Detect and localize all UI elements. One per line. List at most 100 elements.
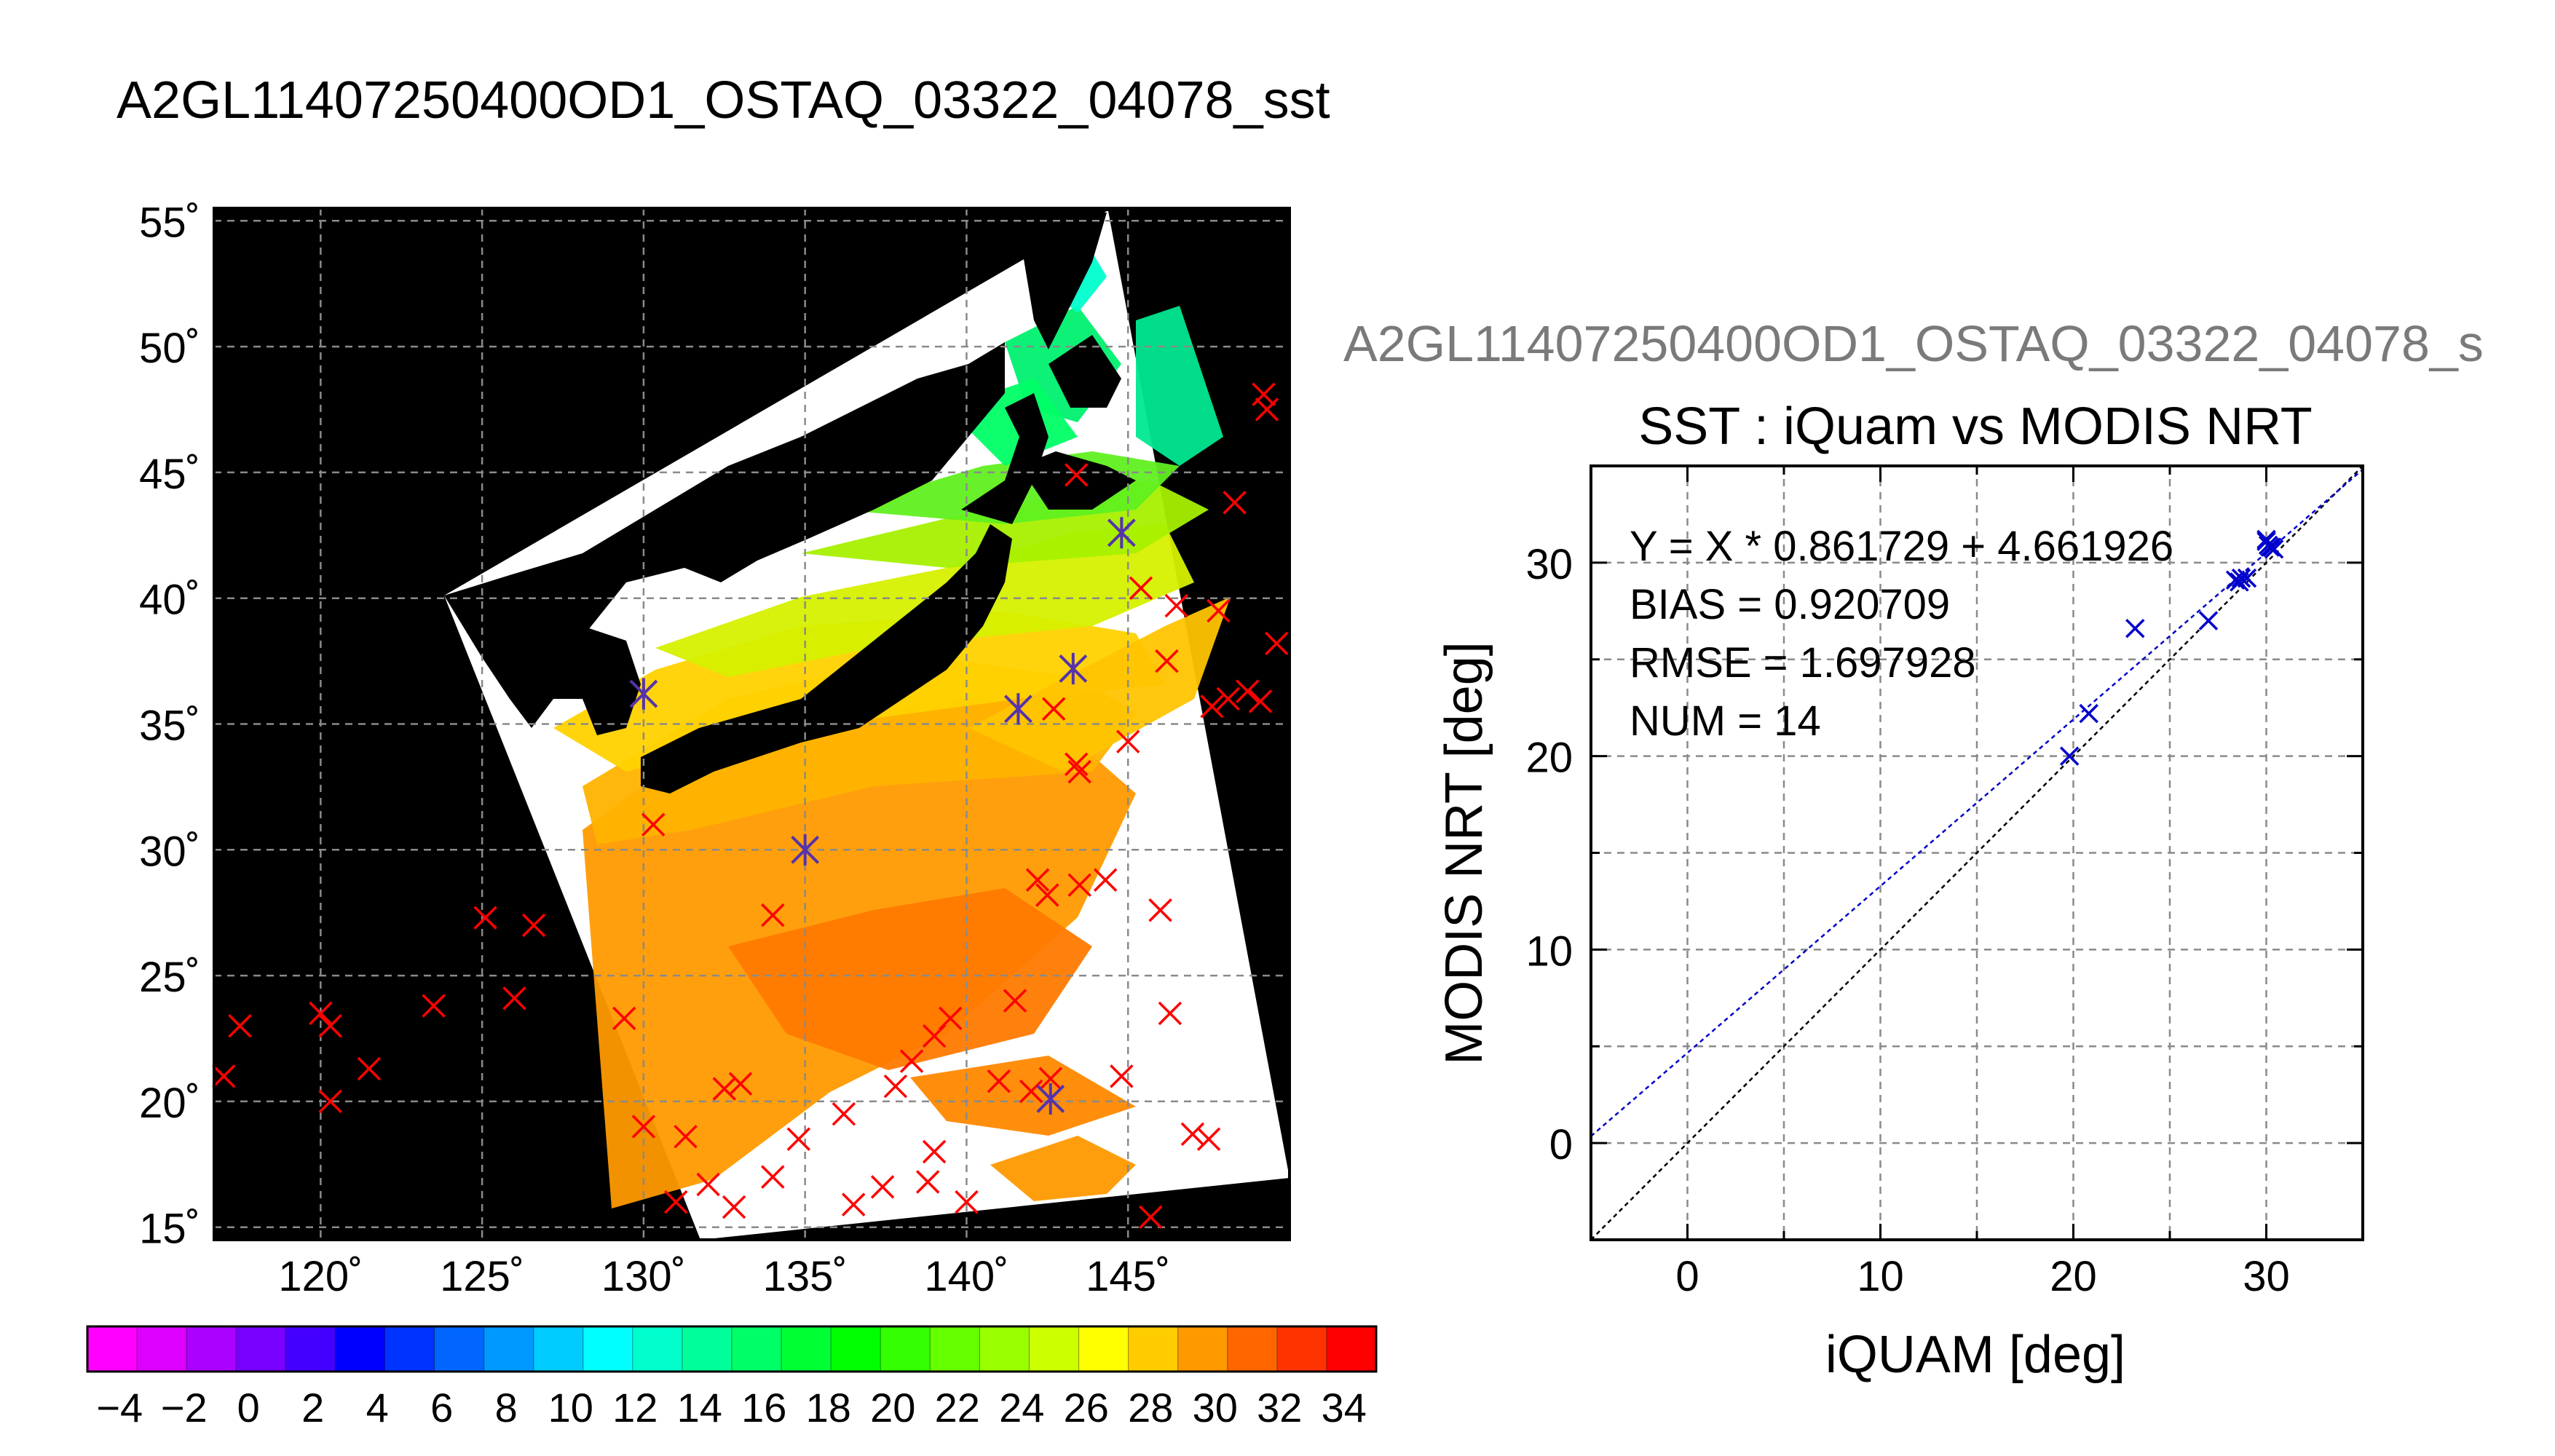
colorbar-tick-label: 28 — [1128, 1385, 1173, 1431]
map-marker-red — [722, 1195, 746, 1219]
lat-tick-label: 20˚ — [139, 1080, 200, 1127]
map-marker-red — [664, 1190, 688, 1214]
map-marker-red — [1115, 729, 1140, 753]
map-marker-red — [357, 1056, 382, 1081]
colorbar-cell — [87, 1326, 138, 1372]
colorbar-tick-label: −4 — [96, 1385, 143, 1431]
colorbar-tick-label: 22 — [935, 1385, 980, 1431]
colorbar-tick-label: 30 — [1193, 1385, 1238, 1431]
lon-tick-label: 130˚ — [601, 1253, 686, 1300]
map-marker-red — [612, 1006, 636, 1031]
lat-tick-label: 50˚ — [139, 325, 200, 372]
map-marker-red — [1207, 598, 1231, 623]
sst-patch — [728, 888, 1092, 1070]
scatter-annotation: BIAS = 0.920709 — [1630, 581, 1950, 628]
colorbar-cell — [483, 1326, 534, 1372]
scatter-x-tick-label: 20 — [2050, 1253, 2097, 1300]
land-shape — [1019, 211, 1107, 349]
scatter-point — [2230, 572, 2249, 592]
colorbar-cell — [1128, 1326, 1179, 1372]
map-marker-red — [955, 1190, 979, 1214]
map-markers — [212, 382, 1289, 1230]
map-frame — [213, 207, 1291, 1241]
colorbar-cell — [979, 1326, 1030, 1372]
identity-line — [1591, 466, 2363, 1240]
lat-tick-label: 55˚ — [139, 199, 200, 246]
map-marker-red — [1200, 695, 1224, 719]
colorbar-cell — [1177, 1326, 1228, 1372]
scatter-annotation: NUM = 14 — [1630, 697, 1821, 745]
scatter-plot: SST : iQuam vs MODIS NRT 0 10 20 300102030 … — [1435, 397, 2364, 1384]
map-marker-red — [631, 1115, 656, 1139]
sst-patch — [968, 597, 1231, 772]
colorbar-tick-label: 0 — [237, 1385, 260, 1431]
scatter-point — [2125, 618, 2145, 638]
map-marker-red — [1139, 1205, 1163, 1230]
lat-tick-label: 30˚ — [139, 828, 200, 875]
map-marker-red — [1248, 689, 1273, 713]
colorbar-tick-label: 14 — [677, 1385, 722, 1431]
colorbar-tick-label: 34 — [1322, 1385, 1367, 1431]
y-axis-label: MODIS NRT [deg] — [1435, 641, 1493, 1065]
colorbar-tick-label: 8 — [495, 1385, 518, 1431]
scatter-y-tick-label: 30 — [1525, 541, 1573, 588]
colorbar-cell — [1029, 1326, 1080, 1372]
scatter-y-tick-label: 10 — [1525, 927, 1573, 975]
map-grid — [214, 208, 1290, 1240]
colorbar-tick-label: −2 — [161, 1385, 208, 1431]
x-axis-label: iQUAM [deg] — [1825, 1326, 2125, 1384]
scatter-point — [2264, 539, 2284, 559]
scatter-y-tick-label: 20 — [1525, 735, 1573, 782]
lat-tick-label: 35˚ — [139, 703, 200, 750]
scatter-title: SST : iQuam vs MODIS NRT — [1638, 397, 2313, 456]
map-marker-red — [1025, 868, 1050, 893]
colorbar-cell — [930, 1326, 981, 1372]
sst-patch — [990, 1136, 1136, 1201]
colorbar-cell — [583, 1326, 633, 1372]
colorbar-cell — [1276, 1326, 1327, 1372]
scatter-annotation: RMSE = 1.697928 — [1630, 639, 1976, 687]
land-shape — [539, 626, 641, 735]
map-marker-red — [1110, 1064, 1134, 1088]
colorbar: −4 −2 0 2 4 6 8 10 12 14 16 18 20 22 24 26 28 30 32 34 — [86, 1325, 1378, 1431]
map-marker-red — [1041, 697, 1066, 721]
map-marker-red — [1255, 397, 1279, 422]
map-marker-purple — [791, 834, 820, 866]
map-marker-red — [1236, 679, 1260, 703]
map-marker-red — [1216, 687, 1240, 711]
map-marker-red — [641, 812, 666, 836]
map-marker-purple — [1059, 652, 1088, 685]
colorbar-cell — [682, 1326, 732, 1372]
sst-patch — [583, 655, 1136, 844]
map-marker-red — [1164, 593, 1188, 618]
colorbar-frame — [86, 1325, 1378, 1373]
map-marker-red — [309, 1001, 333, 1026]
colorbar-tick-label: 20 — [870, 1385, 915, 1431]
latitude-tick-labels: 15˚ 20˚ 25˚ 30˚ 35˚ 40˚ 45˚ 50˚ 55˚ — [139, 199, 200, 1252]
map-marker-red — [1067, 873, 1091, 897]
map-marker-red — [1196, 1127, 1221, 1151]
map-marker-red — [1223, 491, 1247, 515]
scatter-x-tick-label: 10 — [1857, 1253, 1904, 1300]
map-marker-red — [422, 994, 446, 1018]
map-marker-red — [1065, 752, 1089, 777]
map-marker-red — [1003, 989, 1027, 1013]
sst-map: 15˚ 20˚ 25˚ 30˚ 35˚ 40˚ 45˚ 50˚ 55˚ 120˚ 125˚ 130˚… — [139, 199, 1291, 1300]
scatter-point — [2256, 529, 2276, 550]
map-marker-red — [883, 1074, 908, 1099]
map-marker-red — [1129, 576, 1153, 601]
map-marker-red — [1265, 631, 1289, 656]
map-marker-red — [899, 1049, 924, 1073]
colorbar-tick-label: 18 — [806, 1385, 851, 1431]
map-marker-red — [1065, 463, 1089, 487]
map-marker-red — [1158, 1001, 1182, 1026]
map-marker-red — [915, 1170, 940, 1194]
lat-tick-label: 15˚ — [139, 1206, 200, 1253]
colorbar-cell — [1326, 1326, 1377, 1372]
map-marker-red — [502, 986, 526, 1010]
scatter-annotation: Y = X * 0.861729 + 4.661926 — [1630, 523, 2173, 570]
colorbar-tick-labels: −4 −2 0 2 4 6 8 10 12 14 16 18 20 22 24 26 28 30 32 34 — [96, 1385, 1367, 1431]
lon-tick-label: 140˚ — [924, 1253, 1008, 1300]
colorbar-tick-label: 4 — [366, 1385, 389, 1431]
map-marker-red — [761, 1165, 785, 1189]
